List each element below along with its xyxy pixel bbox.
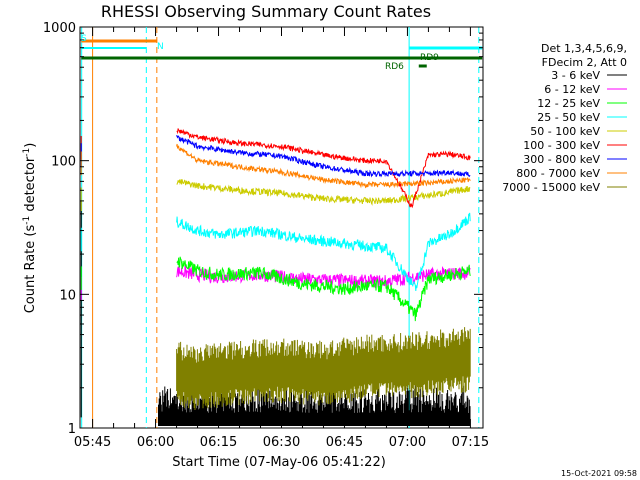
flag-bars [81,39,483,68]
legend-header: FDecim 2, Att 0 [542,56,627,69]
s-flag-label: S [81,34,87,44]
y-axis-label: Count Rate (s-1 detector-1) [22,143,38,314]
series-line-50-100keV [80,179,471,212]
legend-entry-label: 12 - 25 keV [537,97,600,110]
legend-header: Det 1,3,4,5,6,9, [541,42,627,55]
x-axis-ticks: 05:45 06:00 06:15 06:30 06:45 07:00 07:15 [74,27,489,450]
series-line-25-50keV [80,212,471,291]
legend-entry-label: 3 - 6 keV [551,69,600,82]
legend-entry-label: 50 - 100 keV [530,125,600,138]
legend-entry-label: 6 - 12 keV [544,83,600,96]
x-tick-label: 06:15 [200,435,237,450]
chart-title: RHESSI Observing Summary Count Rates [101,2,431,21]
x-axis-label: Start Time (07-May-06 05:41:22) [172,455,386,470]
x-tick-label: 06:45 [326,435,363,450]
x-tick-label: 07:15 [452,435,489,450]
series-line-12-25keV [80,256,471,322]
y-tick-label: 100 [51,155,76,170]
legend-entry-label: 300 - 800 keV [523,153,600,166]
x-tick-label: 05:45 [74,435,111,450]
y-tick-label: 10 [59,288,76,303]
rd6-label: RD6 [385,62,404,72]
x-tick-label: 07:00 [389,435,426,450]
y-tick-label: 1 [68,422,76,437]
rd9-label: RD9 [420,53,439,63]
n-flag-label: N [157,42,164,52]
y-axis-ticks: 1 10 100 1000 [43,21,483,437]
series-line-800-7000keV [80,143,471,189]
legend-entry-label: 25 - 50 keV [537,111,600,124]
y-tick-label: 1000 [43,21,76,36]
legend-entry-label: 100 - 300 keV [523,139,600,152]
x-tick-label: 06:30 [263,435,300,450]
legend: Det 1,3,4,5,6,9,FDecim 2, Att 03 - 6 keV… [502,42,627,194]
x-tick-label: 06:00 [137,435,174,450]
legend-entry-label: 7000 - 15000 keV [502,181,600,194]
series-line-7000-15000 [176,327,471,410]
series-line-3-6 [80,200,471,426]
timestamp: 15-Oct-2021 09:58 [561,469,637,478]
legend-entry-label: 800 - 7000 keV [516,167,600,180]
series-lines [80,128,471,426]
